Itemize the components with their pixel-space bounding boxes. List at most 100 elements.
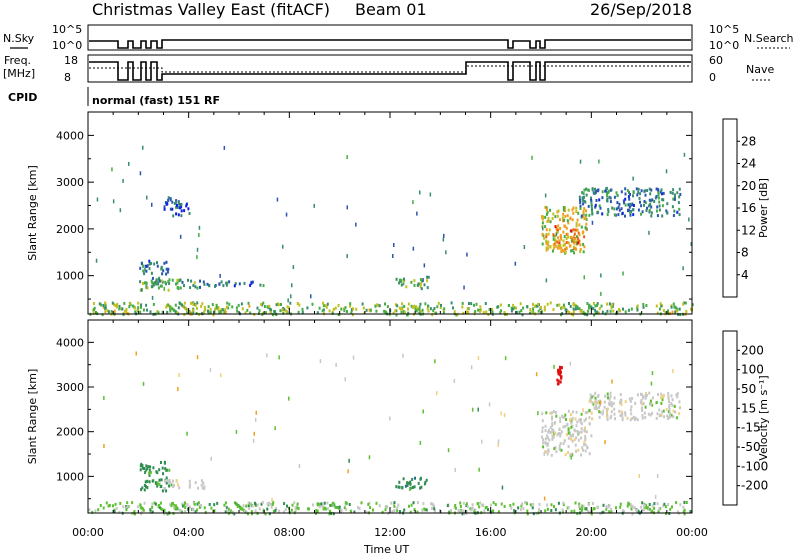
data-cell: [150, 261, 153, 265]
data-cell: [599, 410, 602, 414]
data-cell: [673, 193, 676, 197]
data-cell: [343, 307, 345, 311]
data-cell: [368, 501, 371, 505]
data-cell: [584, 200, 587, 204]
data-cell: [574, 307, 577, 311]
data-cell: [559, 368, 562, 372]
data-cell: [103, 444, 105, 448]
data-cell: [565, 237, 568, 241]
data-cell: [678, 187, 681, 191]
data-cell: [459, 504, 462, 508]
data-cell: [114, 303, 117, 307]
data-cell: [690, 242, 692, 247]
data-cell: [419, 310, 422, 314]
data-cell: [667, 392, 670, 396]
data-cell: [658, 204, 661, 208]
data-cell: [640, 406, 643, 410]
data-cell: [415, 309, 418, 313]
data-cell: [564, 206, 567, 210]
data-cell: [346, 310, 348, 313]
data-cell: [610, 188, 613, 192]
data-cell: [567, 409, 570, 413]
data-cell: [676, 510, 679, 514]
data-cell: [144, 480, 147, 484]
data-cell: [572, 228, 575, 232]
data-cell: [561, 216, 564, 220]
x-axis-label: Time UT: [363, 543, 409, 554]
data-cell: [560, 250, 563, 253]
data-cell: [589, 305, 592, 309]
data-cell: [171, 207, 174, 211]
data-cell: [396, 508, 399, 512]
data-cell: [343, 309, 346, 313]
data-cell: [552, 237, 555, 241]
data-cell: [559, 380, 562, 384]
data-cell: [192, 284, 195, 287]
data-cell: [532, 502, 535, 506]
data-cell: [619, 505, 622, 509]
data-cell: [534, 304, 537, 308]
data-cell: [573, 303, 576, 307]
data-cell: [559, 442, 562, 445]
data-cell: [579, 420, 582, 424]
data-cell: [554, 243, 557, 247]
data-cell: [657, 196, 660, 200]
y-tick-label: 4000: [56, 129, 84, 142]
data-cell: [406, 481, 409, 485]
data-cell: [650, 188, 653, 192]
data-cell: [614, 213, 617, 217]
data-cell: [547, 430, 550, 434]
data-cell: [544, 193, 547, 198]
data-cell: [122, 313, 125, 317]
data-cell: [552, 410, 555, 414]
data-cell: [568, 311, 571, 315]
data-cell: [477, 308, 480, 312]
data-cell: [270, 308, 273, 312]
data-cell: [249, 502, 252, 506]
data-cell: [391, 510, 394, 514]
data-cell: [143, 488, 146, 492]
data-cell: [654, 494, 657, 499]
data-cell: [198, 505, 201, 509]
data-cell: [609, 309, 612, 313]
data-cell: [544, 437, 547, 441]
data-cell: [569, 417, 571, 421]
data-cell: [643, 200, 646, 203]
data-cell: [647, 412, 650, 416]
data-cell: [140, 510, 143, 514]
data-cell: [629, 408, 632, 412]
data-cell: [410, 503, 413, 507]
data-cell: [118, 304, 121, 308]
data-cell: [556, 228, 559, 232]
data-cell: [426, 275, 429, 279]
data-cell: [165, 260, 168, 264]
data-cell: [328, 512, 331, 516]
nave-label: Nave: [746, 63, 774, 76]
data-cell: [197, 501, 200, 505]
data-cell: [240, 302, 243, 306]
data-cell: [548, 228, 551, 232]
data-cell: [180, 205, 183, 209]
data-cell: [439, 306, 442, 309]
data-cell: [593, 400, 596, 404]
data-cell: [207, 310, 210, 314]
data-cell: [164, 479, 166, 483]
data-cell: [175, 205, 178, 209]
data-cell: [346, 155, 348, 160]
data-cell: [603, 405, 606, 409]
data-cell: [543, 236, 546, 240]
data-cell: [377, 304, 380, 308]
data-cell: [587, 503, 590, 506]
data-cell: [171, 502, 173, 506]
data-cell: [141, 466, 144, 470]
data-cell: [619, 393, 622, 396]
data-cell: [641, 210, 644, 214]
data-cell: [653, 200, 656, 203]
data-cell: [605, 192, 608, 196]
data-cell: [596, 189, 599, 193]
data-cell: [317, 502, 320, 506]
data-cell: [334, 306, 337, 310]
data-cell: [688, 217, 690, 222]
data-cell: [553, 447, 556, 451]
data-cell: [470, 365, 473, 370]
